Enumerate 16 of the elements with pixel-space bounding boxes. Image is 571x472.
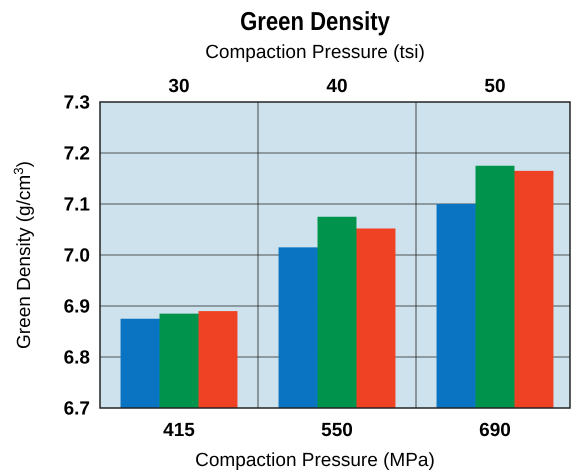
text: 30 <box>168 76 190 97</box>
y-tick-label: 6.7 <box>64 398 90 420</box>
y-tick-label: 6.8 <box>64 348 90 369</box>
y-tick-label: 7.3 <box>64 92 90 114</box>
y-tick-label: 6.9 <box>64 296 90 318</box>
x-tick-label: 415 <box>163 420 196 441</box>
text: 50 <box>484 76 506 97</box>
y-tick-label: 7.2 <box>64 144 90 165</box>
text: 40 <box>326 76 348 97</box>
x-tick-label: 550 <box>321 420 353 441</box>
x-tick-label: 690 <box>479 420 511 441</box>
y-tick-label: 7.0 <box>64 246 90 267</box>
x2-axis-title: Compaction Pressure (tsi) <box>205 42 425 63</box>
y-tick-label: 7.1 <box>64 194 90 216</box>
x-axis-title: Compaction Pressure (MPa) <box>195 450 435 471</box>
chart-title: Green Density <box>240 7 390 36</box>
